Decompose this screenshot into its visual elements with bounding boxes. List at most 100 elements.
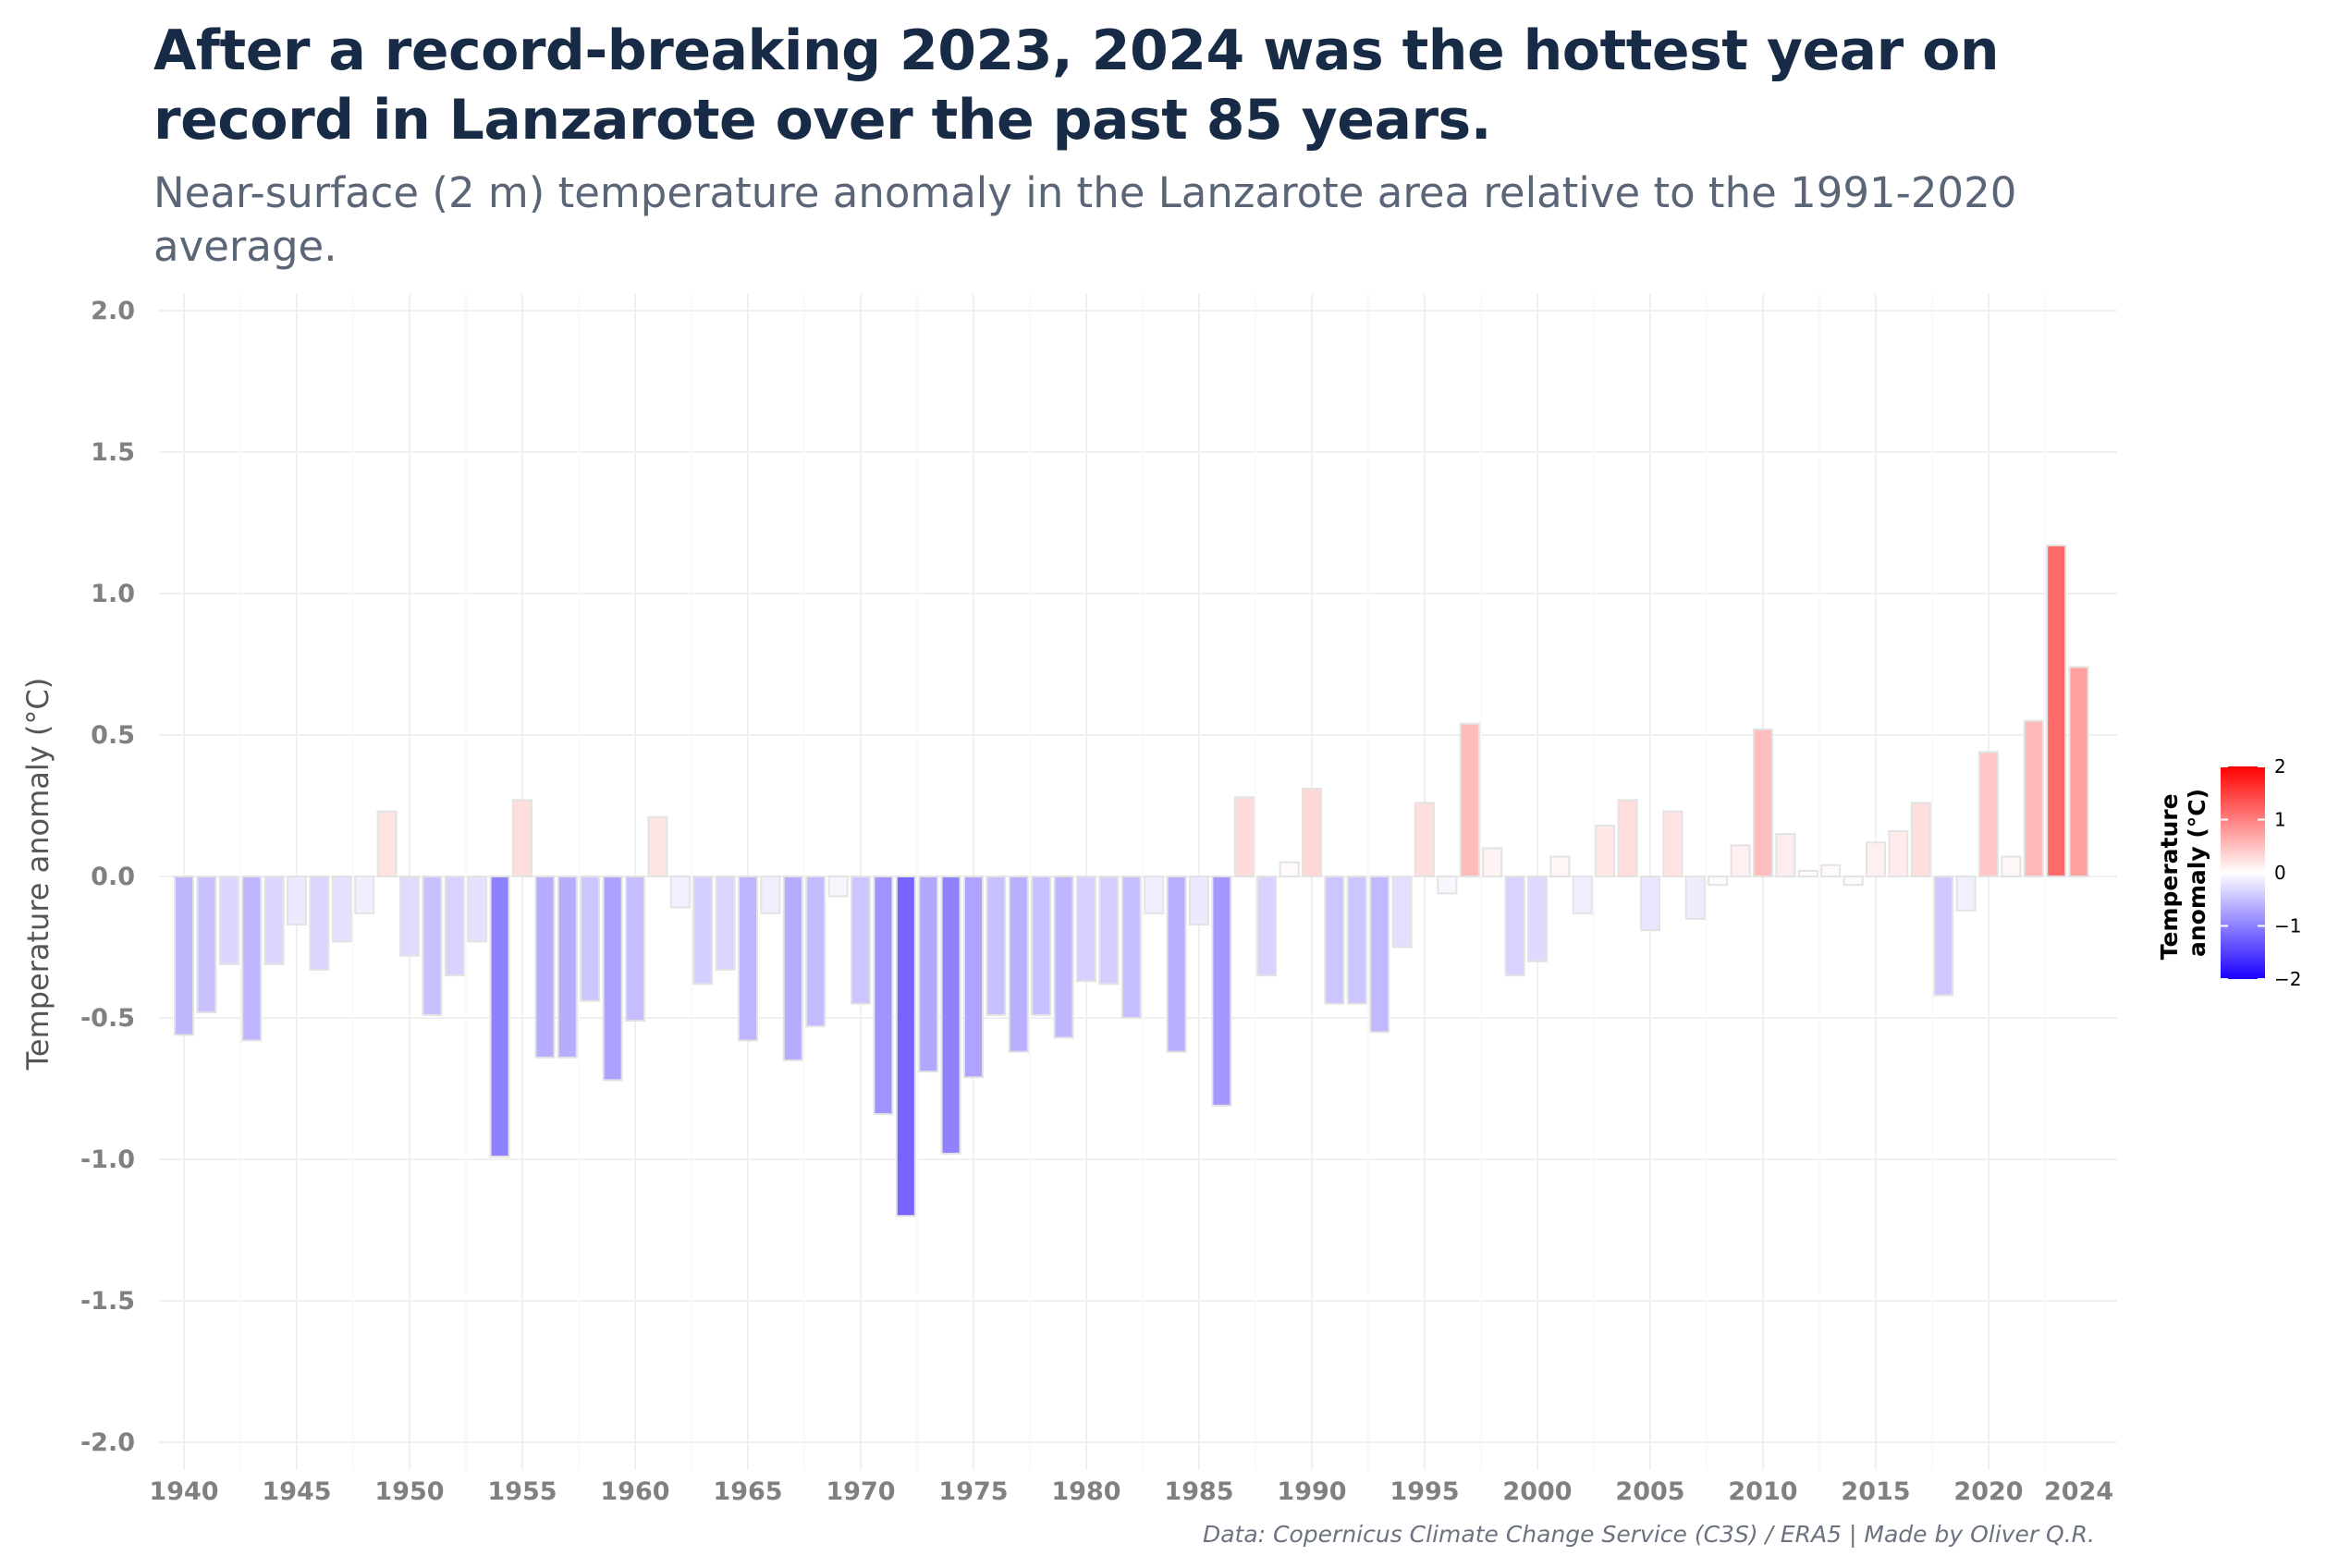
bar-1984	[1166, 876, 1187, 1053]
bar-1955	[512, 799, 533, 878]
y-tick-label: 0.5	[91, 721, 135, 750]
x-tick-label: 1975	[938, 1477, 1008, 1506]
bar-2005	[1640, 876, 1660, 932]
chart-subtitle: Near-surface (2 m) temperature anomaly i…	[153, 168, 2017, 271]
bar-1986	[1211, 876, 1232, 1107]
bar-1941	[196, 876, 217, 1013]
bar-1960	[625, 876, 645, 1023]
bar-1945	[287, 876, 307, 926]
x-tick-label: 1940	[149, 1477, 218, 1506]
legend-tick-label: 1	[2274, 809, 2286, 831]
bar-1989	[1279, 861, 1300, 878]
bar-1940	[174, 876, 194, 1036]
y-tick-label: -1.0	[80, 1145, 135, 1174]
bar-1951	[422, 876, 443, 1016]
bar-1992	[1346, 876, 1367, 1005]
bar-1969	[827, 876, 849, 898]
bar-2010	[1753, 728, 1773, 877]
bar-1987	[1233, 796, 1255, 878]
bar-1980	[1076, 876, 1096, 983]
bar-1961	[647, 815, 668, 877]
bar-2015	[1866, 841, 1886, 878]
x-tick-label: 2005	[1615, 1477, 1684, 1506]
bar-1952	[444, 876, 465, 977]
x-tick-label: 1990	[1277, 1477, 1346, 1506]
data-source-caption: Data: Copernicus Climate Change Service …	[1202, 1521, 2095, 1548]
bar-1985	[1189, 876, 1209, 926]
bar-1995	[1414, 802, 1435, 877]
bar-1958	[580, 876, 601, 1002]
bar-1957	[557, 876, 578, 1059]
bar-1977	[1008, 876, 1029, 1053]
bar-1965	[738, 876, 758, 1042]
bar-1997	[1459, 722, 1480, 878]
bar-1973	[918, 876, 939, 1073]
x-tick-label: 1980	[1051, 1477, 1120, 1506]
x-tick-label: 2015	[1841, 1477, 1910, 1506]
bar-1979	[1053, 876, 1074, 1039]
bar-2012	[1797, 869, 1818, 878]
bar-2009	[1730, 844, 1751, 878]
bar-1950	[399, 876, 420, 957]
bar-2017	[1910, 802, 1931, 877]
y-tick-label: -1.5	[80, 1287, 135, 1316]
bar-1981	[1098, 876, 1120, 986]
bar-2006	[1662, 810, 1683, 877]
bar-2019	[1955, 876, 1977, 912]
x-tick-label: 1985	[1164, 1477, 1233, 1506]
legend-tick-label: −1	[2274, 915, 2301, 937]
x-tick-label: 1995	[1389, 1477, 1459, 1506]
y-tick-label: 1.0	[91, 580, 135, 608]
y-tick-label: -2.0	[80, 1428, 135, 1457]
bar-1999	[1504, 876, 1525, 977]
legend-title: Temperature anomaly (°C)	[2156, 786, 2210, 961]
bar-1990	[1302, 788, 1322, 878]
bar-1944	[263, 876, 285, 965]
bar-2016	[1888, 830, 1909, 877]
bar-2022	[2023, 719, 2044, 878]
bar-2021	[2001, 855, 2022, 878]
bar-2020	[1978, 751, 1999, 877]
y-axis-label: Temperature anomaly (°C)	[20, 678, 55, 1071]
legend-tick-label: 0	[2274, 862, 2286, 884]
bar-1983	[1144, 876, 1165, 914]
bar-1998	[1482, 847, 1503, 878]
x-tick-label: 2020	[1953, 1477, 2023, 1506]
bar-1949	[376, 810, 398, 877]
bar-1975	[963, 876, 984, 1079]
x-tick-label: 1965	[713, 1477, 782, 1506]
bar-1970	[851, 876, 871, 1005]
bar-2013	[1820, 864, 1842, 878]
x-tick-label: 2024	[2044, 1477, 2113, 1506]
x-tick-label: 1955	[487, 1477, 557, 1506]
bar-2007	[1684, 876, 1706, 920]
bar-1963	[692, 876, 714, 986]
y-tick-label: 1.5	[91, 438, 135, 467]
bar-2014	[1842, 876, 1864, 887]
bar-1959	[602, 876, 623, 1082]
chart-title: After a record-breaking 2023, 2024 was t…	[153, 18, 2000, 153]
bar-2000	[1527, 876, 1548, 962]
bar-2001	[1549, 855, 1571, 878]
bar-1948	[354, 876, 375, 914]
bar-2011	[1775, 833, 1796, 877]
x-tick-label: 1970	[826, 1477, 895, 1506]
x-axis-ticks: 1940 1945 1950 1955 1960 1965 1970 1975 1980 1985…	[149, 1477, 2113, 1506]
bar-1968	[805, 876, 826, 1028]
bar-2023	[2046, 544, 2067, 877]
bar-1971	[873, 876, 894, 1116]
x-tick-label: 2000	[1502, 1477, 1572, 1506]
bar-1991	[1324, 876, 1345, 1005]
bar-1994	[1391, 876, 1413, 949]
bar-1947	[331, 876, 352, 943]
x-tick-label: 1945	[262, 1477, 331, 1506]
bar-1946	[309, 876, 330, 971]
x-tick-label: 1960	[600, 1477, 669, 1506]
bar-1967	[782, 876, 803, 1061]
bar-1953	[467, 876, 488, 943]
bar-2002	[1572, 876, 1593, 914]
bar-1996	[1437, 876, 1458, 895]
bar-1954	[489, 876, 510, 1158]
bar-1956	[534, 876, 556, 1059]
